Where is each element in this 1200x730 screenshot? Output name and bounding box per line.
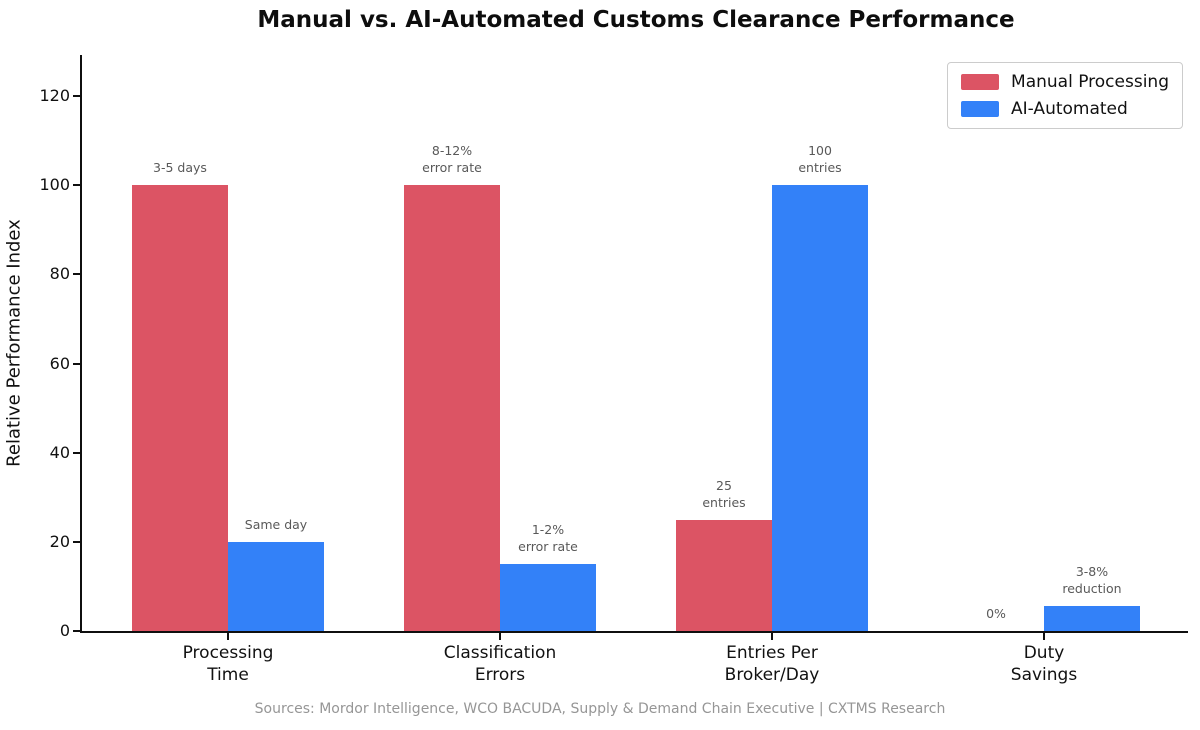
y-tick-label: 100: [39, 175, 70, 195]
bar-annotation: 8-12% error rate: [422, 143, 482, 175]
legend-entry: Manual Processing: [961, 72, 1169, 92]
x-tick-label: Entries Per Broker/Day: [724, 643, 820, 685]
y-tick-mark: [73, 451, 80, 454]
legend-label: Manual Processing: [1011, 72, 1169, 92]
x-tick-label: Duty Savings: [1010, 643, 1078, 685]
bar-annotation: 3-5 days: [153, 160, 207, 175]
y-tick-label: 120: [39, 86, 70, 105]
x-tick-label: Processing Time: [182, 643, 274, 685]
legend-swatch-icon: [961, 74, 1000, 90]
y-axis-label-text: Relative Performance Index: [3, 219, 25, 467]
y-tick-mark: [73, 273, 80, 276]
bar-annotation: 100 entries: [798, 143, 842, 175]
y-tick-label: 80: [49, 264, 70, 284]
y-tick-label: 0: [59, 621, 70, 640]
y-tick-label: 60: [49, 353, 70, 373]
bar-ai-automated: [772, 185, 868, 631]
x-tick-label: Classification Errors: [443, 643, 557, 685]
x-tick-mark: [771, 633, 773, 640]
chart-title: Manual vs. AI-Automated Customs Clearanc…: [257, 7, 1015, 33]
y-tick-mark: [73, 184, 80, 187]
bar-manual-processing: [404, 185, 500, 631]
y-tick-label: 20: [49, 531, 70, 551]
source-note: Sources: Mordor Intelligence, WCO BACUDA…: [254, 701, 946, 717]
legend-label: AI-Automated: [1011, 99, 1128, 119]
bar-ai-automated: [1044, 606, 1140, 631]
bar-annotation: 3-8% reduction: [1062, 564, 1122, 596]
bar-ai-automated: [500, 564, 596, 631]
x-tick-mark: [227, 633, 229, 640]
legend: Manual Processing AI-Automated: [947, 62, 1183, 129]
y-tick-mark: [73, 630, 80, 632]
bar-annotation: Same day: [244, 517, 308, 532]
y-tick-label: 40: [49, 442, 70, 462]
bar-manual-processing: [132, 185, 228, 631]
y-tick-mark: [73, 95, 80, 97]
x-tick-mark: [1043, 633, 1045, 640]
plot-area: 3-5 days Same day 8-12% error rate 1-2% err…: [80, 55, 1188, 633]
y-tick-mark: [73, 540, 80, 543]
bar-annotation: 25 entries: [702, 478, 746, 510]
legend-entry: AI-Automated: [961, 99, 1169, 119]
y-tick-mark: [73, 362, 80, 365]
x-tick-mark: [499, 633, 501, 640]
bar-annotation: 0%: [986, 606, 1006, 621]
bar-ai-automated: [228, 542, 324, 631]
legend-swatch-icon: [961, 101, 1000, 117]
bar-annotation: 1-2% error rate: [518, 522, 578, 554]
bar-manual-processing: [676, 520, 772, 631]
